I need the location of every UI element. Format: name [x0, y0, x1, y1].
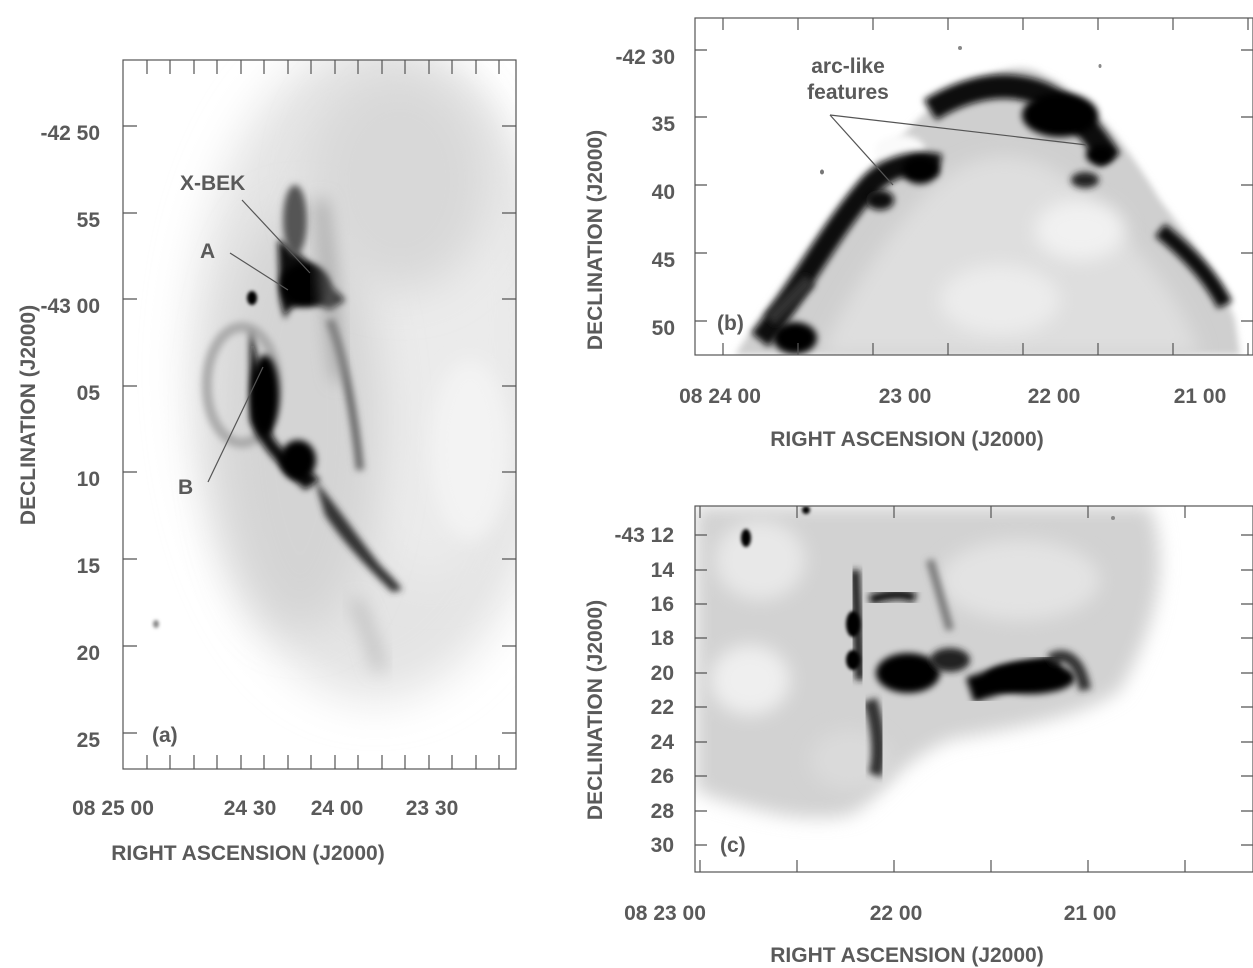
panel-a: -42 50 55 -43 00 05 10 15 20 25 08 25 00…: [17, 59, 517, 865]
panel-a-ylabel: DECLINATION (J2000): [17, 305, 40, 525]
ytick-label: 45: [652, 249, 676, 272]
xtick-label: 22 00: [870, 902, 923, 925]
xtick-label: 22 00: [1028, 385, 1081, 408]
panel-b-ticks: [695, 18, 1253, 355]
xtick-label: 08 23 00: [624, 902, 706, 925]
xtick-label: 21 00: [1174, 385, 1227, 408]
panel-c-image: [695, 506, 1253, 872]
xtick-label: 23 00: [879, 385, 932, 408]
ytick-label: 22: [651, 696, 674, 719]
panel-a-xticklabels: 08 25 00 24 30 24 00 23 30: [72, 797, 458, 820]
ytick-label: 50: [652, 317, 675, 340]
ytick-label: 14: [651, 559, 675, 582]
panel-c-ylabel: DECLINATION (J2000): [584, 600, 607, 820]
panel-a-ticks: [123, 60, 516, 769]
leader-b: [207, 366, 264, 483]
panel-b: -42 30 35 40 45 50 08 24 00 23 00 22 00 …: [584, 17, 1253, 451]
panel-a-label: (a): [152, 724, 178, 747]
ytick-label: 20: [77, 642, 100, 665]
panel-b-image: [695, 18, 1253, 355]
panel-b-xticklabels: 08 24 00 23 00 22 00 21 00: [679, 385, 1226, 408]
ytick-label: 35: [652, 113, 676, 136]
panel-c-xticklabels: 08 23 00 22 00 21 00: [624, 902, 1116, 925]
xtick-label: 23 30: [406, 797, 459, 820]
leader-arc-2: [829, 114, 1088, 146]
annotation-arc-line2: features: [807, 81, 889, 104]
ytick-label: 30: [651, 834, 674, 857]
ytick-label: 05: [77, 382, 101, 405]
ytick-label: 16: [651, 593, 674, 616]
ytick-label: -42 30: [615, 46, 675, 69]
ytick-label: 40: [652, 181, 675, 204]
panel-a-yticklabels: -42 50 55 -43 00 05 10 15 20 25: [40, 122, 100, 752]
leader-arc-1: [829, 114, 894, 186]
ytick-label: 24: [651, 731, 675, 754]
ytick-label: -42 50: [40, 122, 100, 145]
leader-x-bek: [241, 199, 311, 274]
panel-c-yticklabels: -43 12 14 16 18 20 22 24 26 28 30: [614, 524, 674, 857]
ytick-label: -43 00: [40, 295, 100, 318]
panel-a-frame: [122, 59, 517, 770]
ytick-label: 20: [651, 662, 674, 685]
panel-a-xlabel: RIGHT ASCENSION (J2000): [111, 842, 384, 865]
ytick-label: 28: [651, 800, 675, 823]
ytick-label: 26: [651, 765, 674, 788]
panel-b-label: (b): [717, 312, 744, 335]
xtick-label: 21 00: [1064, 902, 1117, 925]
panel-b-xlabel: RIGHT ASCENSION (J2000): [770, 428, 1043, 451]
ytick-label: 25: [77, 729, 101, 752]
annotation-b: B: [178, 476, 193, 499]
panel-a-image: [123, 60, 516, 769]
panel-c-xlabel: RIGHT ASCENSION (J2000): [770, 944, 1043, 967]
ytick-label: -43 12: [614, 524, 674, 547]
panel-b-yticklabels: -42 30 35 40 45 50: [615, 46, 675, 340]
panel-c-ticks: [695, 506, 1253, 872]
ytick-label: 18: [651, 627, 675, 650]
xtick-label: 24 00: [311, 797, 364, 820]
ytick-label: 10: [77, 468, 100, 491]
panel-b-frame: [694, 17, 1253, 356]
panel-c: -43 12 14 16 18 20 22 24 26 28 30 08 23 …: [584, 505, 1253, 967]
panel-c-frame: [694, 505, 1253, 873]
xtick-label: 08 25 00: [72, 797, 154, 820]
xtick-label: 08 24 00: [679, 385, 761, 408]
leader-a: [229, 252, 289, 291]
panel-b-ylabel: DECLINATION (J2000): [584, 130, 607, 350]
ytick-label: 55: [77, 209, 101, 232]
annotation-x-bek: X-BEK: [180, 172, 245, 195]
ytick-label: 15: [77, 555, 101, 578]
xtick-label: 24 30: [224, 797, 277, 820]
annotation-arc-line1: arc-like: [811, 55, 885, 78]
panel-c-label: (c): [720, 834, 746, 857]
annotation-a: A: [200, 240, 215, 263]
